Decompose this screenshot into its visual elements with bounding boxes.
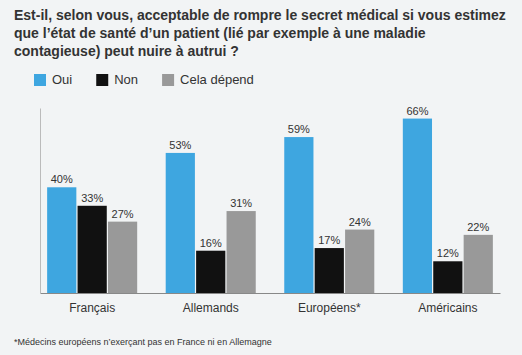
data-label: 31% (230, 197, 252, 209)
title-line: contagieuse) peut nuire à autrui ? (14, 43, 239, 59)
x-axis-line (41, 293, 501, 294)
data-label: 17% (318, 234, 340, 246)
footnote: *Médecins européens n’exerçant pas en Fr… (14, 337, 272, 347)
bar (227, 211, 256, 293)
legend-label: Non (114, 72, 138, 87)
legend-label: Oui (52, 72, 72, 87)
x-axis: Français Allemands Européens* Américains (41, 293, 501, 315)
legend-item: Cela dépend (162, 72, 254, 87)
bar (315, 248, 344, 293)
bar (464, 235, 493, 293)
bar (108, 222, 137, 293)
legend-item: Oui (34, 72, 72, 87)
x-tick-label: Américains (418, 301, 477, 315)
data-label: 27% (112, 208, 134, 220)
title-line: Est-il, selon vous, acceptable de rompre… (14, 7, 506, 23)
title: Est-il, selon vous, acceptable de rompre… (14, 7, 506, 59)
x-tick-label: Français (69, 301, 115, 315)
bar (403, 119, 432, 293)
data-labels: 40% 53% 59% 66% 33% 16% 17% 12% 27% 31% 24% 22% (51, 105, 490, 260)
x-tick: Européens* (298, 293, 361, 315)
legend: Oui Non Cela dépend (34, 72, 254, 87)
bar (345, 230, 374, 293)
bar (47, 187, 76, 293)
chart: Est-il, selon vous, acceptable de rompre… (0, 0, 522, 355)
x-tick-label: Allemands (183, 301, 239, 315)
y-axis (40, 109, 41, 294)
bar (284, 137, 313, 293)
data-label: 59% (288, 123, 310, 135)
legend-label: Cela dépend (180, 72, 254, 87)
y-axis-line (40, 109, 41, 294)
legend-swatch (34, 74, 46, 86)
bar (78, 206, 107, 293)
data-label: 66% (406, 105, 428, 117)
bars (47, 119, 493, 293)
title-line: que l’état de santé d’un patient (lié pa… (14, 25, 426, 41)
data-label: 12% (437, 247, 459, 259)
x-tick: Allemands (183, 293, 239, 315)
legend-swatch (162, 74, 174, 86)
legend-item: Non (96, 72, 138, 87)
bar (166, 153, 195, 293)
legend-swatch (96, 74, 108, 86)
data-label: 24% (349, 216, 371, 228)
bar (196, 251, 225, 293)
background (0, 0, 522, 355)
plot: 40% 53% 59% 66% 33% 16% 17% 12% 27% 31% 24% 22% Fran… (41, 105, 501, 315)
x-tick-label: Européens* (298, 301, 361, 315)
x-tick: Américains (418, 293, 477, 315)
data-label: 16% (200, 237, 222, 249)
data-label: 22% (467, 221, 489, 233)
x-tick: Français (69, 293, 115, 315)
data-label: 40% (51, 173, 73, 185)
data-label: 53% (169, 139, 191, 151)
data-label: 33% (81, 192, 103, 204)
bar (433, 261, 462, 293)
